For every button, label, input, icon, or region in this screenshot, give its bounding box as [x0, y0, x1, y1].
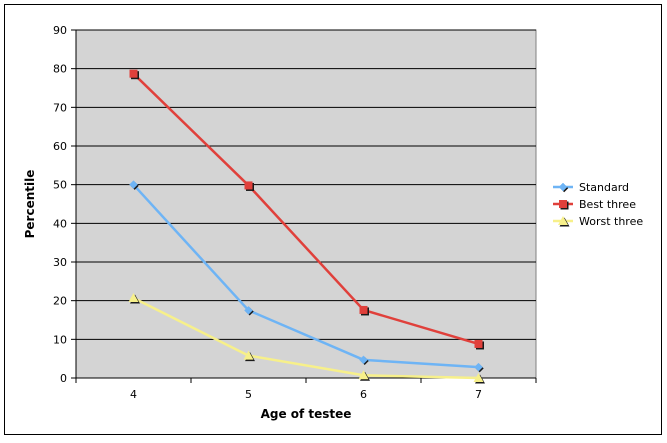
series-standard	[129, 180, 484, 373]
legend-swatch-marker-standard	[558, 182, 568, 192]
legend-label-worst-three: Worst three	[579, 215, 643, 228]
data-point-best-three-7	[474, 339, 483, 348]
y-tick-label-70: 70	[53, 101, 67, 114]
legend-label-standard: Standard	[579, 181, 629, 194]
x-axis-title: Age of testee	[261, 407, 352, 421]
y-tick-label-60: 60	[53, 140, 67, 153]
data-point-standard-4	[129, 180, 138, 190]
y-tick-label-30: 30	[53, 256, 67, 269]
series-line-worst-three	[132, 296, 479, 380]
plot-area	[75, 29, 537, 379]
y-tick-label-0: 0	[60, 372, 67, 385]
data-point-best-three-5	[244, 181, 253, 190]
x-tick-label-5: 5	[245, 388, 252, 401]
legend-label-best-three: Best three	[579, 198, 636, 211]
y-tick-label-80: 80	[53, 63, 67, 76]
data-point-best-three-4	[129, 69, 138, 78]
x-tick-label-6: 6	[360, 388, 367, 401]
y-tick-label-40: 40	[53, 217, 67, 230]
series-best-three	[129, 69, 484, 350]
y-axis-title: Percentile	[23, 170, 37, 239]
legend: Standard Best three Worst three	[553, 181, 643, 228]
data-point-worst-three-6	[358, 370, 369, 380]
legend-item-best-three: Best three	[553, 198, 636, 211]
data-point-worst-three-4	[128, 292, 139, 302]
data-point-standard-7	[474, 362, 483, 372]
series-worst-three	[128, 292, 485, 384]
data-point-standard-6	[359, 355, 368, 365]
series-layer	[128, 69, 485, 384]
legend-swatch-marker-best-three	[559, 200, 567, 208]
y-tick-label-90: 90	[53, 24, 67, 37]
data-point-standard-5	[244, 305, 253, 315]
legend-item-worst-three: Worst three	[553, 215, 643, 228]
data-point-worst-three-7	[473, 373, 484, 382]
legend-swatch-marker-worst-three	[558, 216, 568, 225]
series-line-best-three	[132, 72, 479, 346]
series-line-standard	[132, 183, 479, 369]
x-tick-label-4: 4	[130, 388, 137, 401]
y-tick-label-50: 50	[53, 179, 67, 192]
axes: 0 10 20 30 40 50 60 70 80 90 4 5 6 7	[53, 24, 537, 401]
y-tick-label-20: 20	[53, 295, 67, 308]
data-point-best-three-6	[359, 305, 368, 314]
y-tick-label-10: 10	[53, 333, 67, 346]
data-point-worst-three-5	[243, 350, 254, 360]
legend-item-standard: Standard	[553, 181, 629, 194]
x-tick-label-7: 7	[475, 388, 482, 401]
